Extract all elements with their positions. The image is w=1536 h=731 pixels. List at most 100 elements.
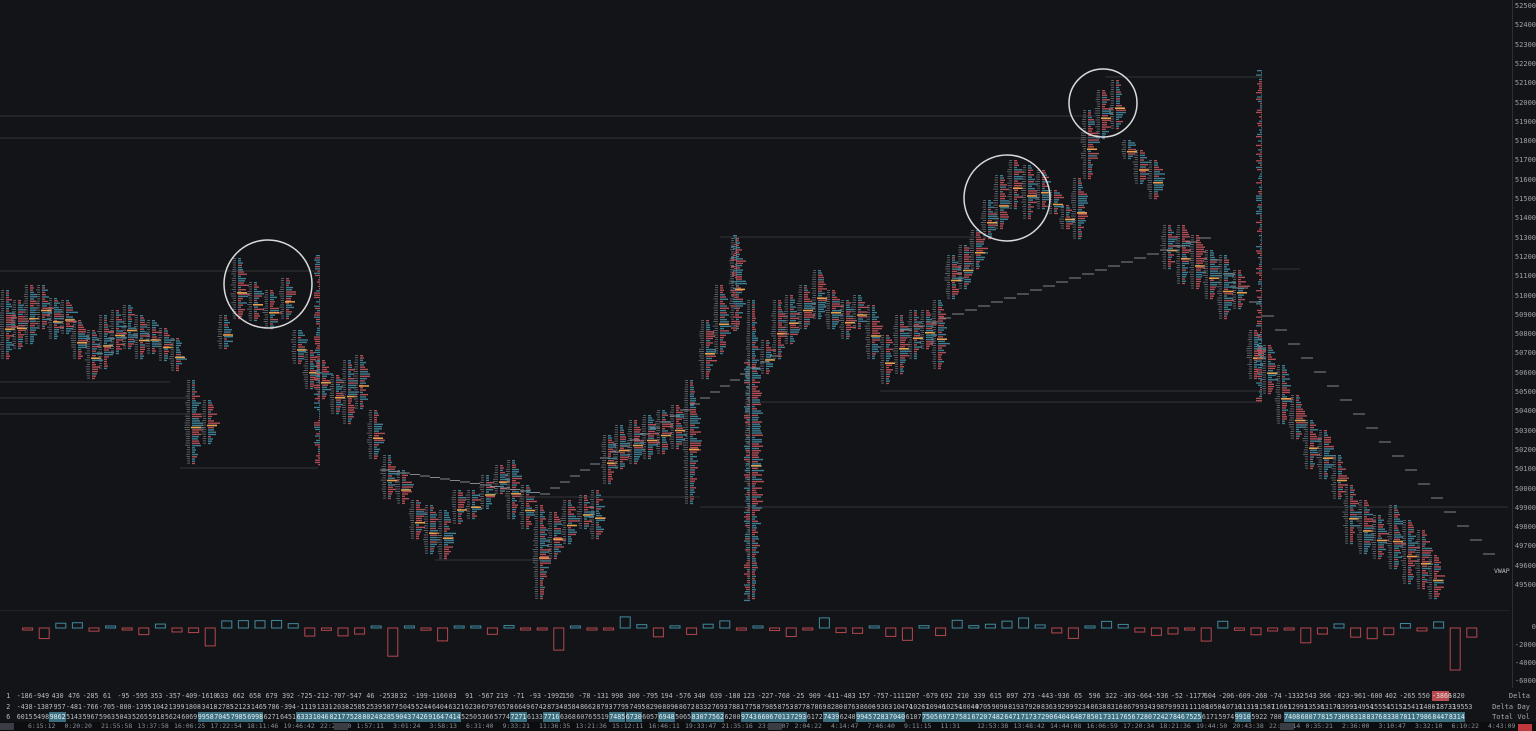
footprint-bar[interactable] [532,505,551,600]
footprint-bar[interactable] [1288,395,1308,440]
footprint-bar[interactable] [493,465,510,495]
footprint-bar[interactable] [353,355,370,410]
footprint-bar[interactable] [1274,365,1293,425]
footprint-bar[interactable] [10,300,29,350]
annotation-circle[interactable] [223,239,313,329]
footprint-bar[interactable] [1386,505,1406,570]
footprint-bar[interactable] [1160,225,1180,270]
footprint-bar[interactable] [1356,500,1376,555]
footprint-bar[interactable] [728,238,747,330]
footprint-bar[interactable] [1020,165,1039,220]
footprint-bar[interactable] [1071,178,1088,240]
footprint-bar[interactable] [366,410,385,460]
footprint-bar[interactable] [907,310,923,360]
footprint-bar[interactable] [759,340,776,375]
price-chart[interactable]: VWAP [0,0,1510,610]
footprint-bar[interactable] [145,320,162,355]
footprint-bar[interactable] [217,315,233,350]
footprint-bar[interactable] [479,475,496,510]
footprint-bar[interactable] [121,305,138,350]
footprint-bar[interactable] [58,300,78,335]
footprint-bar[interactable] [1426,555,1445,600]
footprint-bar[interactable] [1261,345,1278,395]
footprint-bar[interactable] [589,490,606,540]
footprint-bar[interactable] [576,495,595,530]
footprint-bar[interactable] [668,405,687,450]
footprint-bar[interactable] [980,200,999,240]
footprint-bar[interactable] [1316,430,1336,480]
footprint-bar[interactable] [168,338,187,372]
footprint-bar[interactable] [394,470,414,505]
footprint-bar[interactable] [1216,255,1236,320]
annotation-circle[interactable] [963,154,1051,242]
footprint-bar[interactable] [1202,250,1222,300]
footprint-bar[interactable] [302,350,322,390]
footprint-bar[interactable] [1175,225,1191,285]
footprint-bar[interactable] [811,270,827,320]
footprint-bar[interactable] [408,500,427,540]
footprint-bar[interactable] [782,295,801,345]
footprint-bar[interactable] [1400,520,1420,585]
footprint-bar[interactable] [200,400,220,445]
footprint-bar[interactable] [944,255,964,300]
footprint-bar[interactable] [1302,420,1322,470]
footprint-bar[interactable] [1080,110,1100,180]
footprint-bar[interactable] [993,175,1010,230]
footprint-bar[interactable] [108,310,127,355]
footprint-bar[interactable] [698,320,717,380]
price-axis[interactable]: 52500 52400 52300 52200 52100 52000 51900 51800… [1512,0,1536,610]
footprint-bar[interactable] [279,278,296,320]
footprint-bar[interactable] [1246,330,1266,380]
footprint-bar[interactable] [850,295,869,330]
footprint-bar[interactable] [1146,160,1165,200]
footprint-bar[interactable] [744,300,764,600]
footprint-bar[interactable] [824,290,844,330]
footprint-bar[interactable] [1414,530,1433,590]
footprint-bar[interactable] [184,380,204,465]
time-axis[interactable]: 6:15:12 0:20:20 21:55:58 13:37:58 16:06:25 17… [0,722,1536,731]
footprint-bar[interactable] [640,415,660,460]
footprint-bar[interactable] [23,285,39,345]
footprint-bar[interactable] [1007,160,1024,210]
footprint-bar[interactable] [560,500,580,545]
annotation-circle[interactable] [1068,68,1138,138]
footprint-bar[interactable] [1370,515,1389,560]
footprint-bar[interactable] [156,328,175,362]
footprint-bar[interactable] [0,290,18,360]
footprint-bar[interactable] [1230,270,1250,310]
footprint-bar[interactable] [1342,485,1362,545]
footprint-bar[interactable] [1132,150,1151,185]
footprint-bar[interactable] [879,335,895,385]
footprint-bar[interactable] [34,285,54,330]
footprint-bar[interactable] [230,258,250,320]
footprint-bar[interactable] [1059,205,1075,230]
footprint-bar[interactable] [291,330,308,365]
footprint-bar[interactable] [1094,90,1113,140]
footprint-bar[interactable] [505,460,522,520]
delta-pane[interactable] [0,610,1510,689]
footprint-bar[interactable] [546,512,566,560]
footprint-bar[interactable] [247,282,264,322]
footprint-bar[interactable] [601,435,618,485]
footprint-bar[interactable] [864,305,883,360]
footprint-bar[interactable] [892,315,911,375]
footprint-bar[interactable] [84,330,103,380]
footprint-bar[interactable] [1188,235,1207,290]
footprint-bar[interactable] [96,315,115,370]
footprint-bar[interactable] [423,505,440,555]
footprint-bar[interactable] [518,485,537,530]
footprint-bar[interactable] [626,420,645,465]
footprint-bar[interactable] [380,455,400,500]
footprint-bar[interactable] [1121,140,1137,160]
footprint-bar[interactable] [712,285,731,355]
footprint-bar[interactable] [930,300,950,370]
footprint-bar[interactable] [796,285,816,330]
footprint-chart-canvas[interactable] [0,0,1510,610]
footprint-bar[interactable] [70,320,90,360]
footprint-bar[interactable] [1109,80,1126,130]
delta-axis[interactable]: 0 -2000 -4000 -6000 [1512,610,1536,688]
footprint-bar[interactable] [329,375,345,415]
footprint-bar[interactable] [770,300,789,360]
footprint-bar[interactable] [262,290,282,330]
footprint-bar[interactable] [682,380,702,505]
